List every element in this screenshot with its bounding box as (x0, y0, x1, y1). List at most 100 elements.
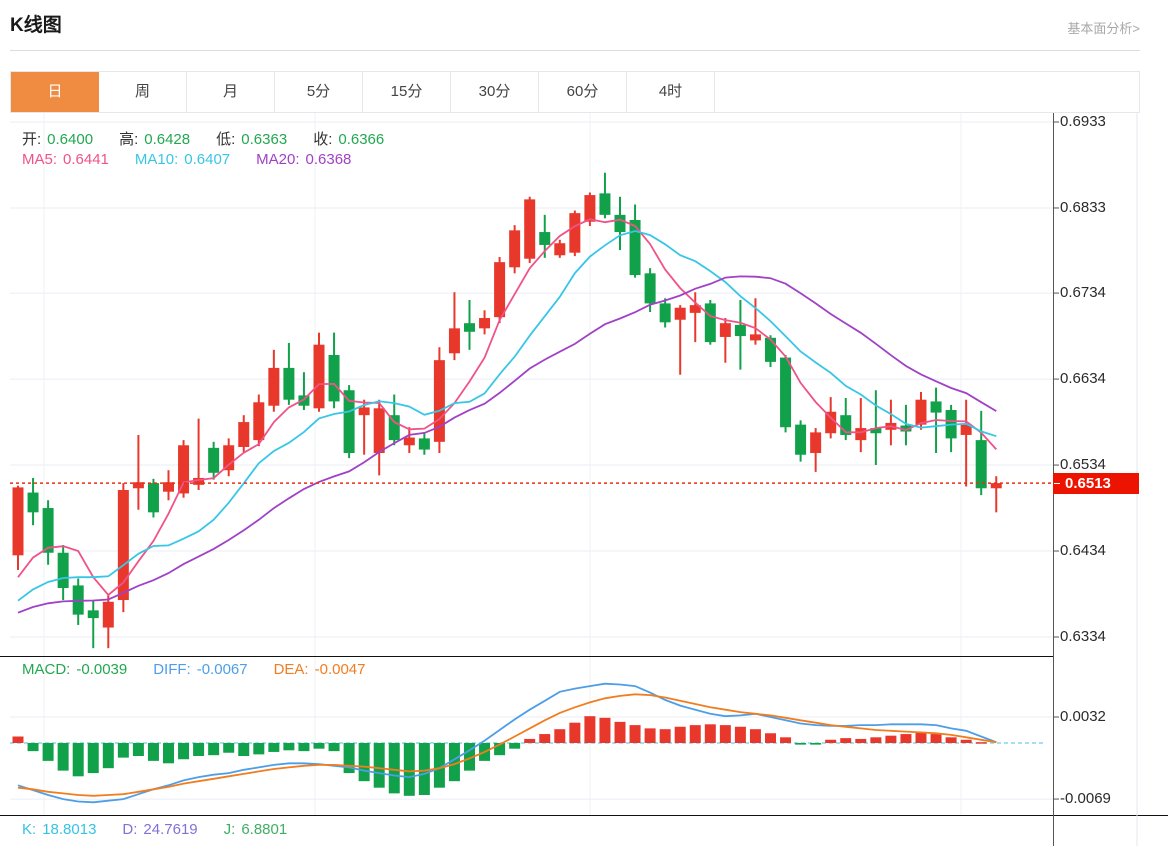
candle-body (27, 492, 39, 513)
macd-bar (373, 743, 385, 788)
candle-body (554, 243, 566, 256)
macd-bar (765, 733, 776, 743)
tab-period-5[interactable]: 30分 (451, 72, 539, 112)
tab-bar-filler (715, 72, 1139, 112)
tab-period-7[interactable]: 4时 (627, 72, 715, 112)
macd-bar (870, 737, 882, 743)
macd-bar (238, 743, 250, 756)
candle-body (810, 432, 822, 454)
macd-bar (27, 743, 39, 752)
macd-bar (178, 743, 190, 760)
candle-body (900, 425, 912, 432)
candle-body (915, 399, 927, 425)
tab-period-1[interactable]: 周 (99, 72, 187, 112)
macd-bar (644, 728, 656, 743)
macd-bar (719, 725, 731, 743)
candle-body (780, 357, 792, 428)
tab-period-2[interactable]: 月 (187, 72, 275, 112)
candle-body (373, 408, 385, 454)
ohlc-legend-item-3: 收: 0.6366 (313, 131, 385, 148)
candle-body (704, 303, 716, 343)
candle-body (734, 324, 746, 337)
candle-body (12, 487, 24, 556)
price-axis-label-4: 0.6534 (1060, 456, 1106, 474)
macd-axis-label-1: -0.0069 (1060, 790, 1111, 808)
macd-bar (614, 721, 626, 743)
candle-body (719, 323, 731, 337)
macd-legend-item-2: DEA: -0.0047 (273, 661, 366, 678)
tab-period-0[interactable]: 日 (11, 72, 99, 112)
macd-legend-item-0: MACD: -0.0039 (22, 661, 128, 678)
macd-bar (960, 739, 972, 743)
candle-body (358, 407, 370, 416)
candle-body (163, 482, 174, 492)
price-tag-tick (1054, 482, 1060, 484)
candle-body (178, 445, 190, 494)
candle-body (479, 318, 491, 329)
candle-body (147, 483, 159, 513)
candle-body (117, 489, 129, 601)
macd-legend-item-1: DIFF: -0.0067 (153, 661, 248, 678)
macd-bar (328, 743, 340, 752)
candle-body (193, 477, 205, 485)
candle-body (855, 428, 867, 441)
page-title: K线图 (10, 15, 62, 36)
ma-legend-item-2: MA20: 0.6368 (256, 151, 352, 168)
macd-bar (403, 743, 415, 796)
tab-period-3[interactable]: 5分 (275, 72, 363, 112)
macd-bar (734, 726, 746, 743)
candle-body (418, 438, 430, 450)
macd-bar (674, 726, 686, 743)
kdj-legend-item-2: J: 6.8801 (223, 821, 288, 838)
macd-bar (147, 743, 159, 761)
macd-bar (855, 738, 867, 743)
macd-bar (930, 734, 942, 743)
macd-bar (494, 743, 506, 756)
macd-bar (358, 743, 370, 782)
price-tag-value: 0.6513 (1065, 474, 1111, 492)
macd-bar (298, 743, 310, 752)
candle-body (825, 411, 837, 434)
macd-bar (132, 743, 144, 756)
macd-bar (704, 724, 716, 743)
macd-bar (102, 743, 114, 769)
candle-body (448, 328, 460, 354)
macd-bar (343, 743, 355, 774)
macd-bar (418, 743, 430, 795)
price-axis-label-3: 0.6634 (1060, 370, 1106, 388)
macd-bar (72, 743, 84, 777)
candle-body (433, 360, 445, 442)
macd-bar (117, 743, 129, 758)
kdj-legend-item-1: D: 24.7619 (122, 821, 198, 838)
candle-body (689, 305, 701, 313)
macd-bar (885, 735, 897, 743)
candle-body (840, 415, 852, 435)
macd-bar (57, 743, 69, 771)
macd-bar (509, 743, 521, 749)
macd-bar (448, 743, 460, 782)
candle-body (569, 213, 581, 253)
candle-body (930, 401, 942, 413)
macd-bar (313, 743, 325, 749)
candle-body (524, 199, 536, 259)
macd-bar (584, 716, 596, 743)
candle-body (343, 390, 355, 454)
macd-bar (193, 743, 205, 756)
candle-body (208, 447, 220, 473)
macd-bar (42, 743, 54, 761)
candle-body (57, 552, 69, 588)
ma20-line (17, 275, 997, 614)
candle-body (87, 610, 99, 619)
candle-body (102, 601, 114, 628)
tab-period-6[interactable]: 60分 (539, 72, 627, 112)
candle-body (403, 437, 415, 446)
fundamental-analysis-link[interactable]: 基本面分析> (1067, 21, 1140, 36)
candle-body (223, 445, 235, 471)
tab-period-4[interactable]: 15分 (363, 72, 451, 112)
candle-body (749, 334, 761, 341)
macd-bar (433, 743, 445, 788)
macd-bar (388, 743, 400, 794)
macd-bar (915, 732, 927, 743)
candle-body (614, 214, 626, 233)
